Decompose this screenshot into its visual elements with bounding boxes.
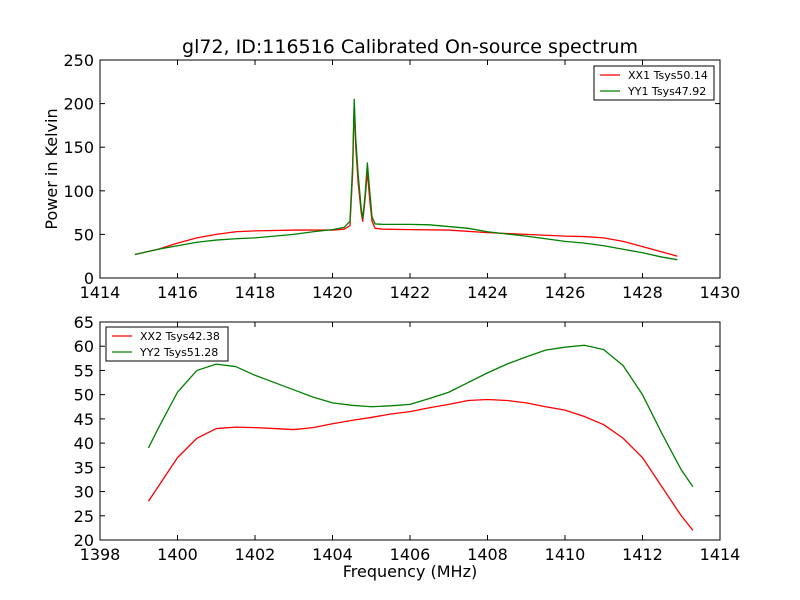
x-tick-label: 1428 xyxy=(622,283,663,302)
x-tick-label: 1410 xyxy=(545,545,586,564)
y-tick-label: 60 xyxy=(74,337,94,356)
y-tick-label: 25 xyxy=(74,507,94,526)
legend-label: XX1 Tsys50.14 xyxy=(628,69,708,82)
plot-frame xyxy=(99,321,721,541)
y-tick-label: 250 xyxy=(63,51,94,70)
y-tick-label: 55 xyxy=(74,361,94,380)
y-axis-title: Power in Kelvin xyxy=(42,108,61,229)
series-line-2 xyxy=(147,344,694,488)
legend-label: YY2 Tsys51.28 xyxy=(139,346,218,359)
chart-title: gl72, ID:116516 Calibrated On-source spe… xyxy=(182,36,638,58)
y-tick-label: 30 xyxy=(74,483,94,502)
y-tick-label: 40 xyxy=(74,434,94,453)
y-tick-label: 35 xyxy=(74,458,94,477)
y-tick-label: 50 xyxy=(74,225,94,244)
x-tick-label: 1424 xyxy=(467,283,508,302)
legend: XX1 Tsys50.14 YY1 Tsys47.92 xyxy=(593,65,715,101)
plot-frame xyxy=(99,59,721,279)
x-tick-label: 1430 xyxy=(700,283,741,302)
x-tick-label: 1414 xyxy=(700,545,741,564)
x-tick-label: 1412 xyxy=(622,545,663,564)
y-tick-label: 0 xyxy=(84,269,94,288)
series-line-2 xyxy=(134,98,678,261)
x-tick-label: 1406 xyxy=(390,545,431,564)
y-tick-label: 100 xyxy=(63,182,94,201)
x-tick-label: 1422 xyxy=(390,283,431,302)
legend-box xyxy=(593,65,715,101)
plot-1: 1414 1416 1418 1420 1422 1424 1426 1428 1430 0 50 1… xyxy=(42,51,740,302)
y-tick-label: 45 xyxy=(74,410,94,429)
x-tick-label: 1414 xyxy=(80,283,121,302)
x-tick-label: 1426 xyxy=(545,283,586,302)
y-tick-label: 200 xyxy=(63,95,94,114)
legend-label: XX2 Tsys42.38 xyxy=(140,330,220,343)
plot-2: 1398 1400 1402 1404 1406 1408 1410 1412 1414 20 25… xyxy=(74,313,741,581)
x-tick-label: 1408 xyxy=(467,545,508,564)
y-tick-label: 50 xyxy=(74,386,94,405)
x-tick-label: 1418 xyxy=(235,283,276,302)
x-axis-title: Frequency (MHz) xyxy=(343,562,477,581)
legend: XX2 Tsys42.38 YY2 Tsys51.28 xyxy=(105,326,229,362)
legend-box xyxy=(105,326,229,362)
x-tick-label: 1398 xyxy=(80,545,121,564)
x-tick-label: 1402 xyxy=(235,545,276,564)
x-tick-label: 1420 xyxy=(312,283,353,302)
y-tick-label: 65 xyxy=(74,313,94,332)
x-tick-label: 1416 xyxy=(157,283,198,302)
x-tick-label: 1400 xyxy=(157,545,198,564)
legend-label: YY1 Tsys47.92 xyxy=(627,85,706,98)
series-line-1 xyxy=(147,398,694,531)
x-tick-label: 1404 xyxy=(312,545,353,564)
y-tick-label: 20 xyxy=(74,531,94,550)
y-tick-label: 150 xyxy=(63,138,94,157)
plots-container: 1414 1416 1418 1420 1422 1424 1426 1428 14300501… xyxy=(42,51,740,581)
